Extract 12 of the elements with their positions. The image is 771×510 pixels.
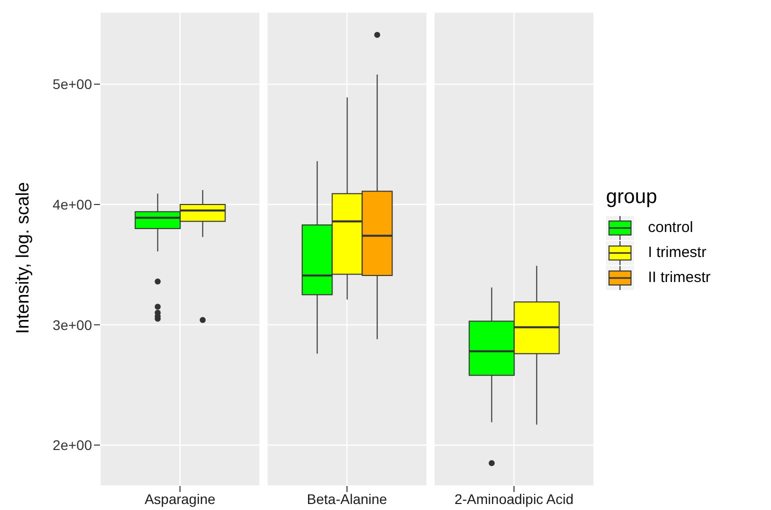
legend-label: II trimestr [648,269,710,286]
x-tick-label: Beta-Alanine [306,490,388,507]
x-tick-label: 2-Aminoadipic Acid [454,490,574,507]
legend-title: group [606,186,658,209]
y-axis-title: Intensity, log. scale [12,182,34,334]
y-tick-label: 4e+00 [52,196,92,212]
x-tick-label: Asparagine [144,490,216,507]
legend-label: I trimestr [648,244,706,261]
y-tick-label: 5e+00 [52,76,92,92]
y-tick-label: 3e+00 [52,316,92,333]
y-tick-label: 2e+00 [52,437,92,454]
legend-label: control [648,219,694,236]
